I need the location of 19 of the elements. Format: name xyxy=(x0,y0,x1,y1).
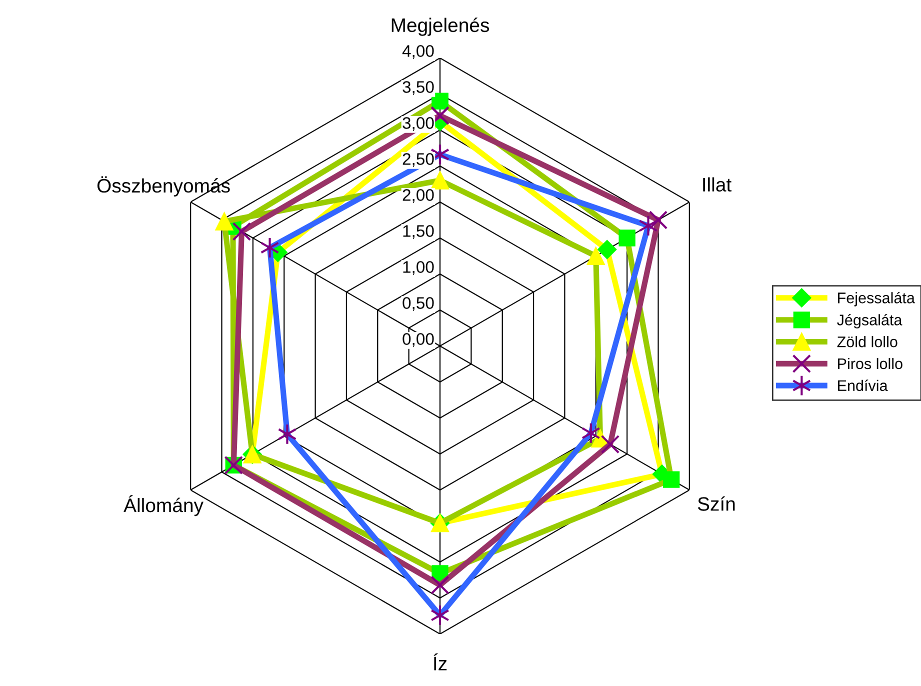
y-tick-label: 1,00 xyxy=(403,261,434,275)
legend-label: Piros lollo xyxy=(838,358,902,370)
spoke-label: Illat xyxy=(703,177,732,192)
y-tick-label: 2,50 xyxy=(402,153,434,167)
spoke-label: Szín xyxy=(698,496,735,511)
y-tick-label: 0,00 xyxy=(402,333,434,347)
y-tick-label: 3,50 xyxy=(402,81,434,95)
legend-label: Jégsaláta xyxy=(837,314,902,328)
y-tick-label: 0,50 xyxy=(402,297,434,311)
legend-label: Fejessaláta xyxy=(838,292,915,306)
spoke-label: Megjelenés xyxy=(392,18,490,36)
spoke-label: Állomány xyxy=(124,495,204,516)
y-tick-label: 3,00 xyxy=(402,117,434,131)
y-tick-label: 2,00 xyxy=(402,189,434,203)
spoke-label: Íz xyxy=(434,653,447,670)
legend-label: Endívia xyxy=(838,380,888,392)
legend-label: Zöld lollo xyxy=(837,336,898,348)
y-tick-label: 1,50 xyxy=(403,225,434,239)
y-tick-label: 4,00 xyxy=(402,45,434,59)
